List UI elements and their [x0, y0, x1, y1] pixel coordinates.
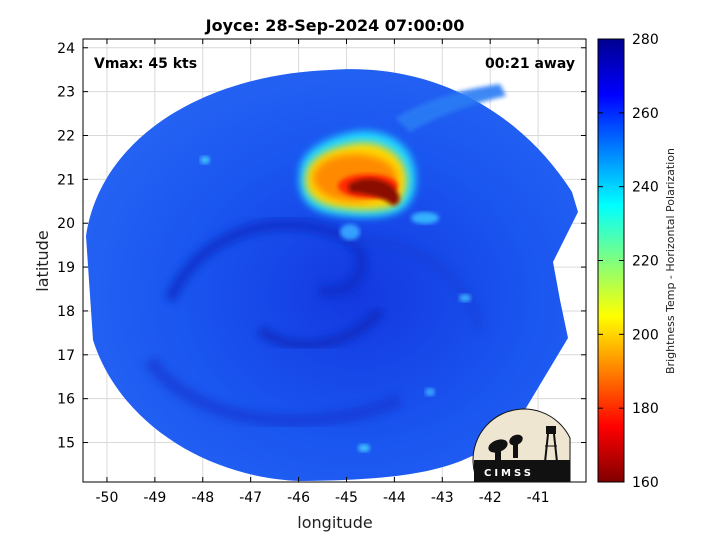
colorbar-tick-label: 180: [632, 401, 659, 417]
colorbar-tick-label: 280: [632, 32, 659, 48]
chart-title: Joyce: 28-Sep-2024 07:00:00: [205, 16, 465, 35]
y-tick-label: 21: [57, 172, 75, 188]
x-tick-label: -41: [527, 490, 550, 506]
vmax-label: Vmax: 45 kts: [94, 56, 197, 72]
y-axis: 24 23 22 21 20 19 18 17 16 15: [57, 41, 586, 452]
x-axis: -50 -49 -48 -47 -46 -45 -44 -43 -42 -41: [96, 39, 550, 506]
y-tick-label: 22: [57, 128, 75, 144]
y-tick-label: 18: [57, 304, 75, 320]
logo-text: CIMSS: [484, 468, 534, 479]
y-axis-label: latitude: [33, 230, 52, 291]
colorbar-tick-label: 260: [632, 106, 659, 122]
y-tick-label: 23: [57, 85, 75, 101]
x-tick-label: -42: [479, 490, 502, 506]
x-tick-label: -44: [383, 490, 406, 506]
y-tick-label: 17: [57, 348, 75, 364]
x-tick-label: -46: [287, 490, 310, 506]
y-tick-label: 15: [57, 436, 75, 452]
colorbar-ticks: 280 260 240 220 200 180 160: [598, 32, 659, 491]
x-tick-label: -49: [143, 490, 166, 506]
x-axis-label: longitude: [297, 513, 372, 532]
cimss-logo: CIMSS: [472, 408, 571, 483]
colorbar-label: Brightness Temp - Horizontal Polarizatio…: [664, 148, 677, 374]
swath: [86, 69, 578, 481]
axes-frame: [82, 38, 587, 483]
colorbar-tick-label: 160: [632, 475, 659, 491]
x-tick-label: -47: [239, 490, 262, 506]
y-tick-label: 19: [57, 260, 75, 276]
x-tick-label: -43: [431, 490, 454, 506]
colorbar-tick-label: 240: [632, 180, 659, 196]
colorbar-tick-label: 200: [632, 327, 659, 343]
time-offset-label: 00:21 away: [485, 56, 575, 72]
x-tick-label: -48: [191, 490, 214, 506]
colorbar-tick-label: 220: [632, 254, 659, 270]
x-tick-label: -45: [335, 490, 358, 506]
y-tick-label: 16: [57, 392, 75, 408]
x-tick-label: -50: [96, 490, 119, 506]
y-tick-label: 20: [57, 216, 75, 232]
y-tick-label: 24: [57, 41, 75, 57]
